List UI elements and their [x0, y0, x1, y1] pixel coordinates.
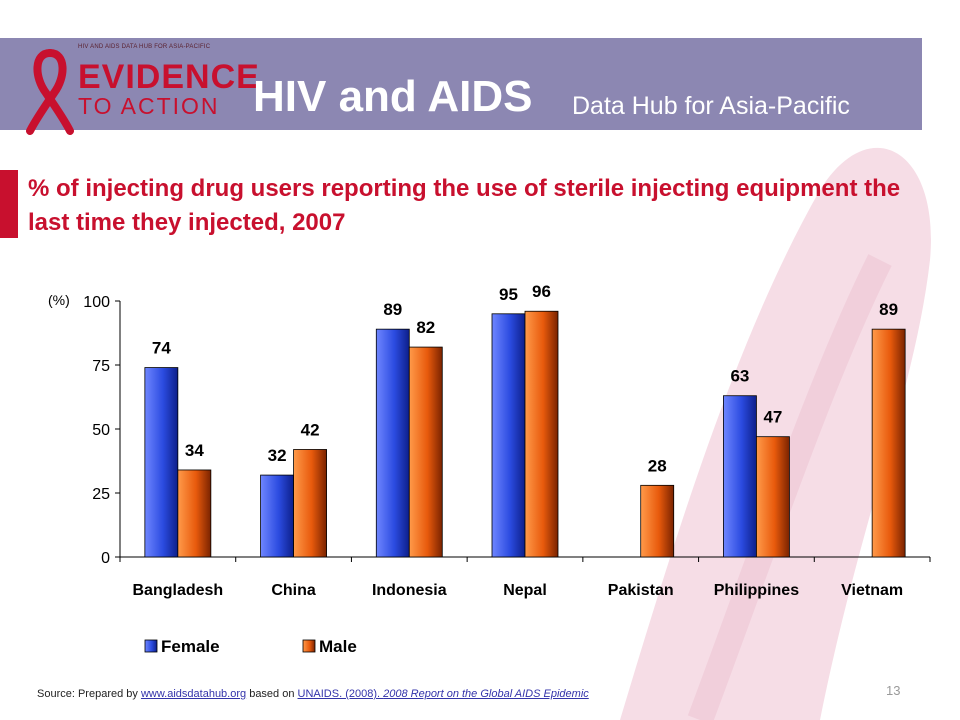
x-tick-label: Bangladesh	[133, 582, 224, 599]
source-middle: based on	[246, 688, 298, 700]
source-prefix: Source: Prepared by	[37, 688, 141, 700]
y-tick-label: 0	[101, 550, 110, 567]
data-label: 63	[730, 367, 749, 386]
source-link-unaids[interactable]: UNAIDS. (2008).	[297, 688, 384, 700]
logo-text-to-action: TO ACTION	[78, 93, 220, 119]
bar-female	[491, 313, 526, 558]
x-tick-label: Pakistan	[608, 582, 674, 599]
data-label: 89	[879, 300, 898, 319]
source-link-report[interactable]: 2008 Report on the Global AIDS Epidemic	[383, 688, 589, 700]
bar-male	[177, 469, 212, 558]
legend-swatch-male	[302, 639, 316, 653]
data-label: 34	[185, 441, 204, 460]
x-tick-label: Vietnam	[841, 582, 903, 599]
red-ribbon-icon	[26, 49, 74, 135]
y-tick-label: 100	[83, 294, 110, 311]
logo-text-evidence: EVIDENCE	[78, 58, 260, 96]
data-label: 82	[416, 318, 435, 337]
source-link-aidsdatahub[interactable]: www.aidsdatahub.org	[140, 688, 247, 700]
x-tick-label: Nepal	[503, 582, 547, 599]
logo-tagline: HIV AND AIDS DATA HUB FOR ASIA-PACIFIC	[78, 44, 211, 50]
data-label: 89	[383, 300, 402, 319]
data-label: 74	[152, 339, 171, 358]
legend-label-female: Female	[161, 637, 220, 656]
data-label: 42	[301, 420, 320, 439]
bar-female	[723, 395, 757, 558]
data-label: 32	[268, 446, 287, 465]
x-tick-label: China	[271, 582, 316, 599]
bar-female	[144, 367, 179, 558]
x-tick-label: Philippines	[714, 582, 799, 599]
data-label: 95	[499, 285, 518, 304]
header-banner	[0, 38, 922, 130]
source-note: Source: Prepared by www.aidsdatahub.org …	[37, 688, 589, 700]
slide-heading: % of injecting drug users reporting the …	[28, 175, 901, 236]
y-tick-label: 50	[92, 422, 110, 439]
page-number: 13	[886, 683, 901, 698]
data-label: 47	[763, 408, 782, 427]
legend-label-male: Male	[319, 637, 357, 656]
bar-female	[375, 328, 410, 558]
heading-accent-bar	[0, 170, 18, 238]
bar-male	[524, 310, 559, 558]
y-tick-label: 75	[92, 358, 110, 375]
bar-male	[756, 436, 790, 558]
bar-male	[408, 346, 443, 558]
y-axis-unit-label: (%)	[48, 292, 70, 308]
banner-subtitle: Data Hub for Asia-Pacific	[572, 92, 850, 120]
banner-title: HIV and AIDS	[253, 72, 533, 121]
legend-swatch-female	[144, 639, 158, 653]
bar-male	[640, 484, 675, 558]
bar-female	[260, 474, 294, 558]
bar-male	[871, 328, 906, 558]
data-label: 28	[648, 456, 667, 475]
bar-male	[293, 449, 327, 558]
data-label: 96	[532, 282, 551, 301]
y-tick-label: 25	[92, 486, 110, 503]
x-tick-label: Indonesia	[372, 582, 447, 599]
